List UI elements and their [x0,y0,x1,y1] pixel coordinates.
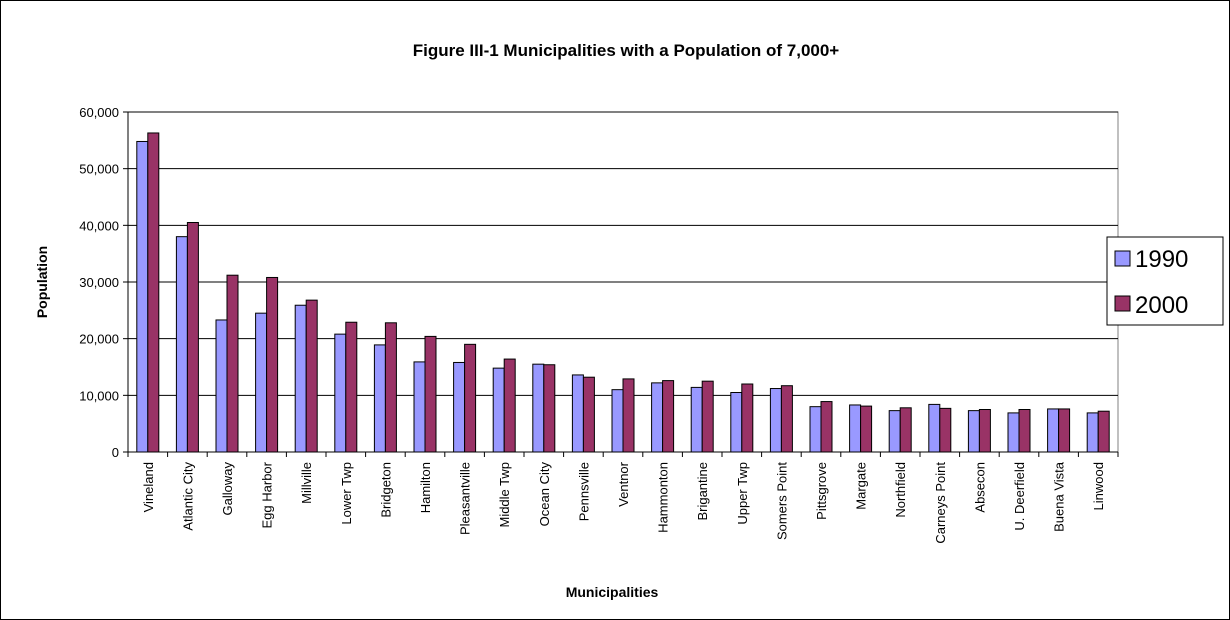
bar-1990-ocean-city [532,363,545,453]
bar-1990-somers-point [769,388,782,453]
x-tick-label: Margate [854,462,869,510]
x-tick-label: Vineland [141,462,156,512]
bar-1990-carneys-point [928,403,941,453]
bar-1990-vineland [136,140,149,453]
bar-2000-somers-point [780,385,793,453]
bar-2000-egg-harbor [266,276,279,453]
bar-2000-middle-twp [503,358,516,453]
x-tick-label: Egg Harbor [260,461,275,528]
x-tick-label: Millville [299,462,314,504]
bar-2000-pittsgrove [820,401,833,453]
bar-1990-bridgeton [373,344,386,453]
legend-label-2000: 2000 [1135,292,1188,319]
bar-1990-middle-twp [492,367,505,453]
y-axis-title: Population [34,246,50,318]
x-tick-label: Ocean City [537,462,552,527]
legend-swatch-1990 [1114,250,1131,267]
bar-2000-atlantic-city [186,222,199,453]
bar-1990-pleasantville [453,361,466,453]
bar-2000-u-deerfield [1018,409,1031,453]
bar-2000-lower-twp [345,321,358,453]
x-tick-label: Pennsville [576,462,591,521]
bar-1990-lower-twp [334,333,347,453]
x-tick-label: Upper Twp [735,462,750,525]
x-tick-label: Bridgeton [378,462,393,518]
bar-1990-linwood [1086,412,1099,453]
bar-2000-buena-vista [1058,408,1071,453]
bar-2000-upper-twp [741,383,754,453]
bar-1990-pennsville [571,374,584,453]
bar-1990-millville [294,304,307,453]
x-tick-label: Lower Twp [339,462,354,525]
bar-1990-brigantine [690,386,703,453]
bar-2000-hamilton [424,335,437,453]
x-tick-label: U. Deerfield [1012,462,1027,531]
bar-2000-pennsville [582,376,595,453]
bar-2000-vineland [147,132,160,453]
x-tick-label: Galloway [220,462,235,516]
y-tick-label: 20,000 [79,332,119,347]
legend-swatch-2000 [1114,295,1131,312]
chart-title: Figure III-1 Municipalities with a Popul… [413,41,840,60]
bar-2000-galloway [226,274,239,453]
bar-1990-northfield [888,410,901,453]
bar-1990-pittsgrove [809,406,822,453]
y-tick-labels: 0 10,000 20,000 30,000 40,000 50,000 60,000 [79,105,119,460]
bar-2000-pleasantville [464,343,477,453]
bar-1990-galloway [215,319,228,453]
y-tick-label: 60,000 [79,105,119,120]
y-tick-label: 50,000 [79,162,119,177]
y-tick-label: 40,000 [79,218,119,233]
bar-2000-carneys-point [939,407,952,453]
x-tick-label: Somers Point [774,462,789,540]
bar-2000-hammonton [662,380,675,453]
x-tick-label: Buena Vista [1052,461,1067,532]
bar-1990-hammonton [651,382,664,453]
bar-1990-absecon [967,410,980,453]
x-tick-labels: Vineland Atlantic City Galloway Egg Harbor M… [141,461,1106,543]
bar-2000-millville [305,299,318,453]
axes [123,111,1119,457]
gridlines [128,111,1118,396]
x-tick-label: Carneys Point [933,462,948,544]
x-axis-title: Municipalities [566,584,659,600]
plot-area: 0 10,000 20,000 30,000 40,000 50,000 60,000 Vi… [79,105,1119,544]
x-tick-label: Ventnor [616,461,631,506]
bar-1990-egg-harbor [255,312,268,453]
bar-1990-ventnor [611,389,624,453]
y-tick-label: 10,000 [79,388,119,403]
x-tick-label: Hamilton [418,462,433,513]
bar-1990-hamilton [413,361,426,453]
bar-1990-upper-twp [730,392,743,453]
x-tick-label: Pleasantville [458,462,473,535]
bar-1990-margate [849,404,862,453]
x-tick-label: Hammonton [656,462,671,533]
x-tick-label: Pittsgrove [814,462,829,520]
legend: 1990 2000 [1106,236,1224,326]
bar-2000-bridgeton [384,322,397,453]
x-tick-label: Atlantic City [180,462,195,531]
x-tick-label: Northfield [893,462,908,518]
bar-2000-ocean-city [543,364,556,453]
y-tick-label: 30,000 [79,275,119,290]
x-tick-label: Middle Twp [497,462,512,528]
bar-1990-buena-vista [1047,408,1060,453]
legend-label-1990: 1990 [1135,246,1188,273]
bar-2000-brigantine [701,380,714,453]
x-tick-label: Brigantine [695,462,710,521]
bar-2000-northfield [899,407,912,453]
bar-1990-atlantic-city [175,236,188,453]
bar-2000-linwood [1097,410,1110,453]
y-tick-label: 0 [112,445,119,460]
x-tick-label: Linwood [1091,462,1106,510]
x-tick-label: Absecon [972,462,987,513]
bar-2000-margate [860,405,873,453]
bar-1990-u-deerfield [1007,412,1020,453]
bar-2000-ventnor [622,378,635,453]
bar-2000-absecon [978,409,991,453]
